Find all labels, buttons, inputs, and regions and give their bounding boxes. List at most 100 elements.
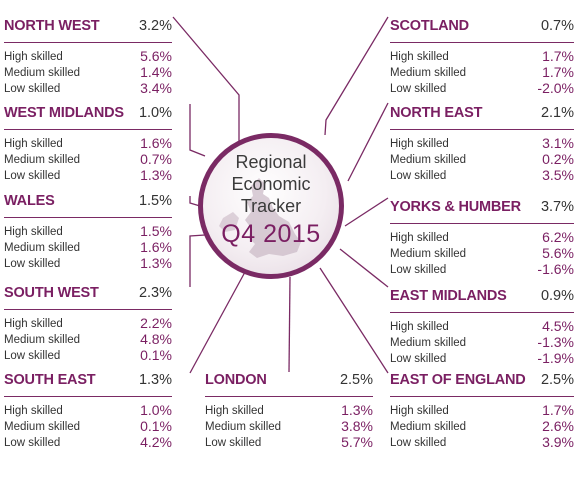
skill-value: 3.5% [542, 167, 574, 183]
hub-title-line-3: Tracker [240, 196, 302, 216]
region-total: 3.7% [540, 199, 574, 215]
skill-value: 1.7% [542, 402, 574, 418]
region-north-east: NORTH EAST 2.1% High skilled 3.1% Medium s… [390, 105, 574, 183]
skill-row: Low skilled -2.0% [390, 80, 574, 96]
skill-label: Low skilled [390, 264, 447, 276]
skill-label: High skilled [4, 226, 63, 238]
skill-row: Low skilled 3.5% [390, 167, 574, 183]
skill-value: -1.3% [537, 334, 574, 350]
skill-value: 1.7% [542, 48, 574, 64]
skill-label: Medium skilled [205, 421, 282, 433]
connector-south-west [189, 234, 206, 287]
skill-value: 1.6% [140, 135, 172, 151]
skill-value: 4.2% [140, 434, 172, 450]
skill-value: 3.4% [140, 80, 172, 96]
skill-row: Low skilled 4.2% [4, 434, 172, 450]
skill-label: Low skilled [390, 353, 447, 365]
skill-value: 2.2% [140, 315, 172, 331]
skill-label: High skilled [4, 405, 63, 417]
skill-value: 1.3% [140, 255, 172, 271]
skill-label: Medium skilled [390, 67, 467, 79]
skill-row: High skilled 5.6% [4, 48, 172, 64]
skill-value: 0.1% [140, 418, 172, 434]
skill-label: High skilled [4, 138, 63, 150]
skill-label: Medium skilled [390, 154, 467, 166]
skill-row: Medium skilled 2.6% [390, 418, 574, 434]
skill-label: High skilled [390, 232, 449, 244]
skill-row: Medium skilled -1.3% [390, 334, 574, 350]
skill-value: 1.3% [341, 402, 373, 418]
skill-label: Low skilled [390, 83, 447, 95]
hub-quarter: Q4 2015 [221, 220, 321, 248]
skill-label: Medium skilled [4, 334, 81, 346]
connector-scotland [324, 16, 389, 136]
region-total: 1.3% [138, 372, 172, 388]
connector-north-west [172, 16, 240, 150]
skill-label: Medium skilled [4, 421, 81, 433]
connector-west-midlands [189, 104, 206, 157]
skill-value: 5.6% [542, 245, 574, 261]
region-name: EAST MIDLANDS [390, 288, 507, 304]
skill-value: 3.9% [542, 434, 574, 450]
hub-title-line-2: Economic [231, 174, 311, 194]
skill-row: Medium skilled 1.6% [4, 239, 172, 255]
skill-label: High skilled [390, 405, 449, 417]
skill-row: Medium skilled 0.2% [390, 151, 574, 167]
skill-label: High skilled [205, 405, 264, 417]
region-name: WEST MIDLANDS [4, 105, 124, 121]
region-name: WALES [4, 193, 55, 209]
skill-label: Low skilled [4, 350, 61, 362]
region-north-west: NORTH WEST 3.2% High skilled 5.6% Medium s… [4, 18, 172, 96]
region-name: YORKS & HUMBER [390, 199, 521, 215]
skill-label: High skilled [4, 51, 63, 63]
region-total: 1.0% [138, 105, 172, 121]
skill-value: 6.2% [542, 229, 574, 245]
skill-value: 0.7% [140, 151, 172, 167]
connector-east-midlands [339, 248, 389, 288]
region-total: 1.5% [138, 193, 172, 209]
skill-row: Medium skilled 1.7% [390, 64, 574, 80]
skill-label: Low skilled [4, 437, 61, 449]
skill-value: 1.0% [140, 402, 172, 418]
skill-row: Medium skilled 3.8% [205, 418, 373, 434]
skill-label: Medium skilled [390, 421, 467, 433]
region-total: 2.5% [540, 372, 574, 388]
skill-value: -2.0% [537, 80, 574, 96]
skill-value: 4.5% [542, 318, 574, 334]
connector-london [288, 276, 291, 373]
skill-label: Medium skilled [4, 67, 81, 79]
skill-row: Medium skilled 0.7% [4, 151, 172, 167]
skill-label: High skilled [4, 318, 63, 330]
hub-title-line-1: Regional [235, 152, 307, 172]
skill-value: 3.8% [341, 418, 373, 434]
skill-value: 3.1% [542, 135, 574, 151]
region-name: NORTH EAST [390, 105, 483, 121]
skill-label: High skilled [390, 138, 449, 150]
skill-row: Low skilled 0.1% [4, 347, 172, 363]
skill-row: Medium skilled 4.8% [4, 331, 172, 347]
skill-value: -1.9% [537, 350, 574, 366]
connector-east-of-england [319, 267, 389, 374]
region-name: SCOTLAND [390, 18, 469, 34]
skill-row: Medium skilled 1.4% [4, 64, 172, 80]
connector-south-east [189, 271, 246, 374]
region-east-of-england: EAST OF ENGLAND 2.5% High skilled 1.7% Med… [390, 372, 574, 450]
region-london: LONDON 2.5% High skilled 1.3% Medium skill… [205, 372, 373, 450]
skill-row: High skilled 3.1% [390, 135, 574, 151]
region-wales: WALES 1.5% High skilled 1.5% Medium skille… [4, 193, 172, 271]
skill-value: -1.6% [537, 261, 574, 277]
skill-row: High skilled 1.7% [390, 402, 574, 418]
region-south-east: SOUTH EAST 1.3% High skilled 1.0% Medium s… [4, 372, 172, 450]
connector-yorks-humber [344, 197, 389, 227]
region-total: 0.7% [540, 18, 574, 34]
region-total: 2.1% [540, 105, 574, 121]
region-scotland: SCOTLAND 0.7% High skilled 1.7% Medium ski… [390, 18, 574, 96]
skill-row: Low skilled 3.4% [4, 80, 172, 96]
skill-value: 2.6% [542, 418, 574, 434]
skill-label: Low skilled [205, 437, 262, 449]
region-south-west: SOUTH WEST 2.3% High skilled 2.2% Medium s… [4, 285, 172, 363]
region-yorks-humber: YORKS & HUMBER 3.7% High skilled 6.2% Medi… [390, 199, 574, 277]
region-name: NORTH WEST [4, 18, 100, 34]
skill-row: Medium skilled 0.1% [4, 418, 172, 434]
